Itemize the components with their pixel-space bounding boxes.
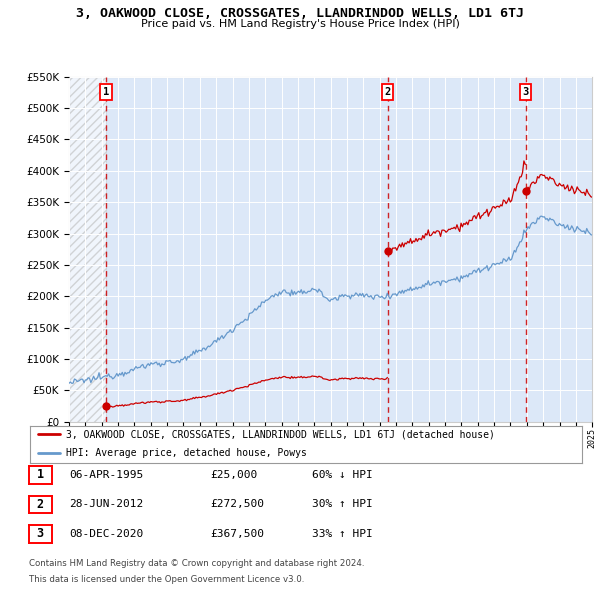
Text: 1: 1 xyxy=(37,468,44,481)
Text: 2: 2 xyxy=(37,498,44,511)
Text: 3, OAKWOOD CLOSE, CROSSGATES, LLANDRINDOD WELLS, LD1 6TJ (detached house): 3, OAKWOOD CLOSE, CROSSGATES, LLANDRINDO… xyxy=(66,429,495,439)
Text: 28-JUN-2012: 28-JUN-2012 xyxy=(69,500,143,509)
Text: 3, OAKWOOD CLOSE, CROSSGATES, LLANDRINDOD WELLS, LD1 6TJ: 3, OAKWOOD CLOSE, CROSSGATES, LLANDRINDO… xyxy=(76,7,524,20)
Text: £367,500: £367,500 xyxy=(210,529,264,539)
Text: 06-APR-1995: 06-APR-1995 xyxy=(69,470,143,480)
Text: 60% ↓ HPI: 60% ↓ HPI xyxy=(312,470,373,480)
Text: This data is licensed under the Open Government Licence v3.0.: This data is licensed under the Open Gov… xyxy=(29,575,304,584)
Bar xyxy=(69,77,106,422)
Text: 08-DEC-2020: 08-DEC-2020 xyxy=(69,529,143,539)
Text: 33% ↑ HPI: 33% ↑ HPI xyxy=(312,529,373,539)
Text: Contains HM Land Registry data © Crown copyright and database right 2024.: Contains HM Land Registry data © Crown c… xyxy=(29,559,364,568)
Text: 1: 1 xyxy=(103,87,109,97)
Text: £25,000: £25,000 xyxy=(210,470,257,480)
Text: HPI: Average price, detached house, Powys: HPI: Average price, detached house, Powy… xyxy=(66,448,307,458)
Text: 3: 3 xyxy=(37,527,44,540)
Text: 2: 2 xyxy=(385,87,391,97)
Text: Price paid vs. HM Land Registry's House Price Index (HPI): Price paid vs. HM Land Registry's House … xyxy=(140,19,460,30)
Text: 3: 3 xyxy=(523,87,529,97)
Text: £272,500: £272,500 xyxy=(210,500,264,509)
Text: 30% ↑ HPI: 30% ↑ HPI xyxy=(312,500,373,509)
